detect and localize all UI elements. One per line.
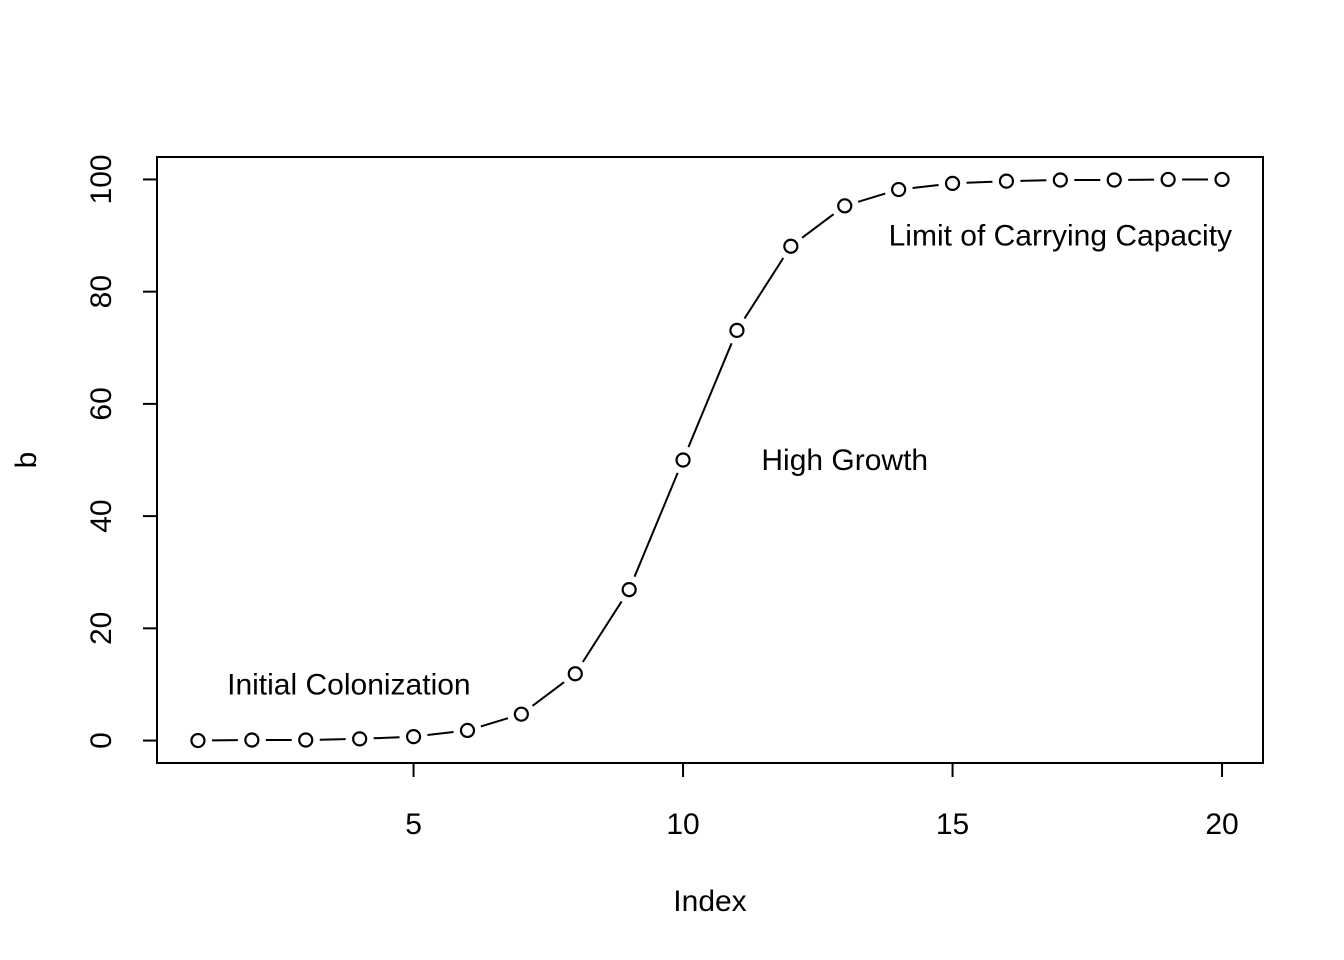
data-point [567, 666, 583, 682]
data-point [891, 181, 907, 198]
line-segment [319, 738, 346, 741]
annotation-label: Initial Colonization [227, 668, 470, 701]
data-point [837, 198, 853, 214]
line-segment [373, 736, 400, 740]
data-point [352, 731, 368, 747]
x-tick-label: 15 [936, 808, 969, 841]
data-point [621, 582, 637, 598]
line-segment [531, 681, 565, 707]
data-point [998, 173, 1015, 189]
y-tick-label: 80 [85, 275, 118, 308]
series-line [211, 178, 1209, 742]
line-segment [743, 257, 785, 320]
x-tick-label: 10 [666, 808, 699, 841]
data-point [783, 238, 799, 254]
line-segment [687, 342, 733, 448]
data-point [1052, 172, 1068, 188]
data-point [729, 322, 745, 338]
annotations: Initial Colonization High Growth Limit of … [227, 220, 1232, 702]
x-axis-title: Index [673, 885, 746, 918]
data-point [244, 732, 260, 748]
x-axis: 5 10 15 20 [405, 762, 1239, 841]
data-point [405, 729, 422, 745]
data-point [459, 722, 476, 739]
y-tick-label: 100 [85, 154, 118, 204]
line-segment [912, 183, 939, 189]
x-tick-label: 20 [1205, 808, 1238, 841]
data-point [1106, 172, 1122, 188]
data-point [513, 706, 529, 722]
y-tick-label: 40 [85, 499, 118, 532]
line-segment [966, 180, 993, 184]
data-point [190, 732, 206, 749]
line-segment [857, 192, 886, 203]
data-point [944, 175, 961, 191]
data-point [1214, 171, 1230, 188]
x-tick-label: 5 [405, 808, 422, 841]
data-point [298, 732, 314, 748]
y-tick-label: 0 [85, 732, 118, 749]
line-segment [801, 213, 835, 239]
data-point [1160, 171, 1176, 188]
y-tick-label: 60 [85, 387, 118, 420]
line-segment [633, 472, 679, 578]
line-segment [1020, 179, 1047, 182]
line-segment [581, 600, 623, 663]
annotation-label: Limit of Carrying Capacity [889, 220, 1232, 253]
y-axis: 0 20 40 60 80 100 [85, 154, 158, 749]
data-point [675, 452, 691, 468]
annotation-label: High Growth [761, 444, 928, 477]
line-segment [480, 717, 509, 728]
y-tick-label: 20 [85, 612, 118, 645]
y-axis-title: b [10, 452, 43, 469]
line-segment [427, 731, 454, 737]
series-points [190, 171, 1230, 749]
